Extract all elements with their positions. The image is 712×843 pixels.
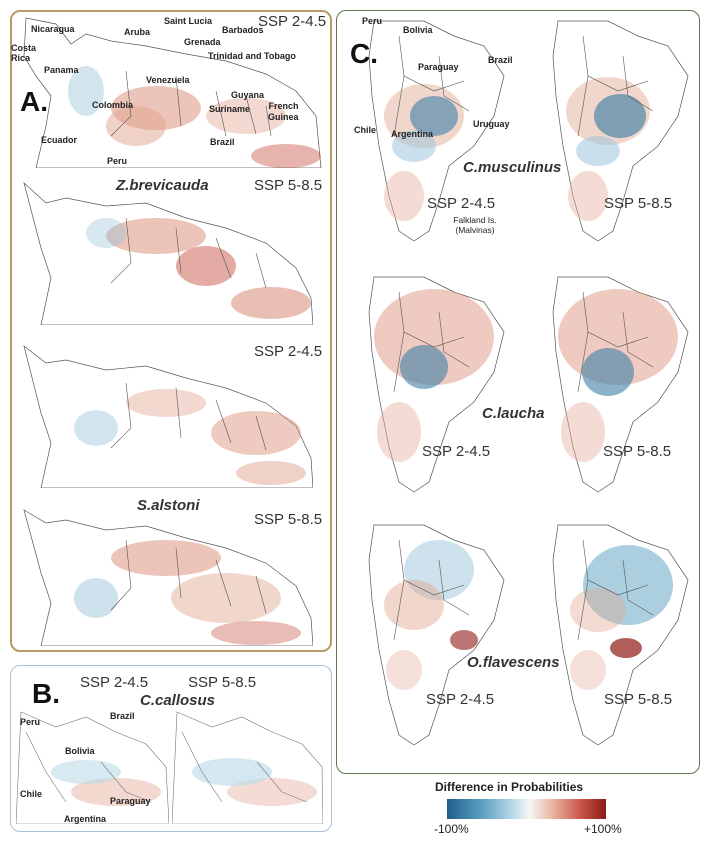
panel-a-map-4-species: S.alstoni <box>137 497 200 514</box>
label-peru-a: Peru <box>107 156 128 166</box>
panel-b-scenario-2: SSP 5-8.5 <box>188 674 257 691</box>
label-argentina-c: Argentina <box>391 129 434 139</box>
panel-c-species-1: C.musculinus <box>463 159 562 176</box>
panel-c-species-2: C.laucha <box>482 405 545 422</box>
panel-c-map-5 <box>344 520 509 748</box>
panel-b-map-2 <box>172 672 323 824</box>
panel-a-map-1-scenario: SSP 2-4.5 <box>258 13 327 30</box>
label-grenada: Grenada <box>184 37 221 47</box>
panel-c-row-1-scenario-1: SSP 2-4.5 <box>427 195 496 212</box>
panel-a-map-1 <box>16 16 323 168</box>
legend-title: Difference in Probabilities <box>435 780 584 794</box>
label-chile-c: Chile <box>354 125 377 135</box>
panel-b-map-1 <box>16 672 169 824</box>
panel-a-map-4-scenario: SSP 5-8.5 <box>254 511 323 528</box>
panel-a-map-2-species: Z.brevicauda <box>116 177 209 194</box>
panel-c-map-6 <box>528 520 693 748</box>
label-costa-rica: Costa Rica <box>11 43 37 63</box>
label-french-guiana: French Guinea <box>268 101 299 122</box>
label-barbados: Barbados <box>222 25 264 35</box>
label-chile-b: Chile <box>20 789 43 799</box>
panel-c-map-4 <box>528 272 693 494</box>
panel-c-row-2-scenario-1: SSP 2-4.5 <box>422 443 491 460</box>
panel-a-map-4 <box>16 498 313 646</box>
panel-a-map-2-scenario: SSP 5-8.5 <box>254 177 323 194</box>
panel-a-frame <box>10 10 332 652</box>
label-bolivia-c: Bolivia <box>403 25 433 35</box>
legend-min-label: -100% <box>434 822 469 836</box>
panel-b-letter: B. <box>32 678 60 709</box>
panel-a-map-2 <box>16 178 313 325</box>
label-argentina-b: Argentina <box>64 814 107 824</box>
label-brazil-c: Brazil <box>488 55 513 65</box>
label-falklands: Falkland Is. (Malvinas) <box>453 215 497 235</box>
label-trinidad: Trinidad and Tobago <box>208 51 296 61</box>
label-paraguay-c: Paraguay <box>418 62 459 72</box>
panel-a-map-3-scenario: SSP 2-4.5 <box>254 343 323 360</box>
panel-c-row-3-scenario-1: SSP 2-4.5 <box>426 691 495 708</box>
panel-b-species: C.callosus <box>140 692 216 709</box>
panel-c-row-1-scenario-2: SSP 5-8.5 <box>604 195 673 212</box>
label-colombia: Colombia <box>92 100 134 110</box>
label-paraguay-b: Paraguay <box>110 796 151 806</box>
legend-colorbar <box>447 799 606 819</box>
legend-max-label: +100% <box>584 822 622 836</box>
label-suriname: Suriname <box>209 104 251 114</box>
label-brazil-a: Brazil <box>210 137 235 147</box>
label-peru-c: Peru <box>362 16 383 26</box>
label-peru-b: Peru <box>20 717 41 727</box>
label-aruba: Aruba <box>124 27 151 37</box>
label-panama: Panama <box>44 65 79 75</box>
panel-c-map-3 <box>344 272 509 494</box>
panel-c-row-3-scenario-2: SSP 5-8.5 <box>604 691 673 708</box>
label-uruguay-c: Uruguay <box>473 119 510 129</box>
label-bolivia-b: Bolivia <box>65 746 95 756</box>
panel-a-letter: A. <box>20 86 48 117</box>
panel-c-letter: C. <box>350 38 378 69</box>
label-saint-lucia: Saint Lucia <box>164 16 213 26</box>
panel-a-map-3 <box>16 338 313 488</box>
label-guyana: Guyana <box>231 90 265 100</box>
panel-c-row-2-scenario-2: SSP 5-8.5 <box>603 443 672 460</box>
panel-c-species-3: O.flavescens <box>467 654 560 671</box>
panel-b-frame <box>10 665 332 832</box>
panel-c-frame <box>336 10 700 774</box>
panel-c-map-2 <box>528 16 693 244</box>
label-brazil-b: Brazil <box>110 711 135 721</box>
panel-c-map-1 <box>344 16 509 244</box>
panel-b-scenario-1: SSP 2-4.5 <box>80 674 149 691</box>
label-ecuador: Ecuador <box>41 135 78 145</box>
label-venezuela: Venezuela <box>146 75 190 85</box>
label-nicaragua: Nicaragua <box>31 24 75 34</box>
